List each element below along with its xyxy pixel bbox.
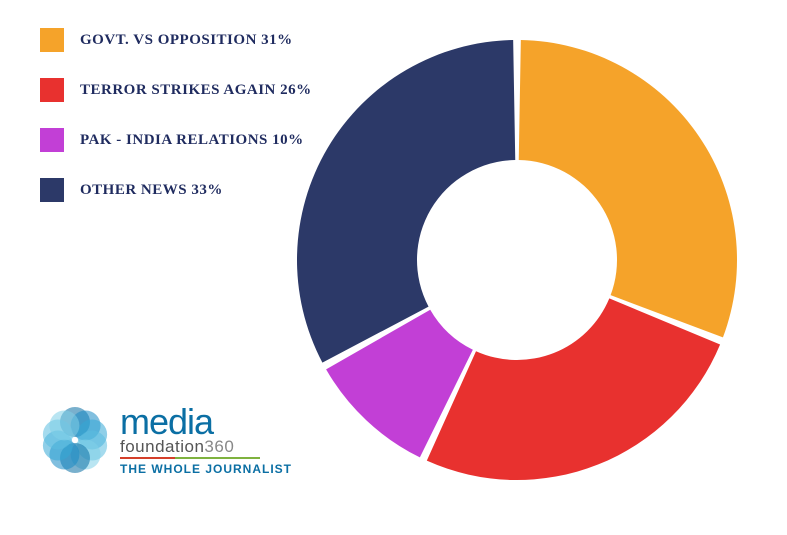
legend-swatch (40, 78, 64, 102)
legend-label: GOVT. VS OPPOSITION 31% (80, 32, 293, 49)
legend: GOVT. VS OPPOSITION 31% TERROR STRIKES A… (40, 28, 312, 228)
donut-slice (427, 298, 720, 480)
logo-mark-icon (40, 405, 110, 475)
legend-item: PAK - INDIA RELATIONS 10% (40, 128, 312, 152)
legend-swatch (40, 28, 64, 52)
logo-foundation-text: foundation (120, 437, 204, 456)
donut-slice (519, 40, 737, 337)
logo-word-foundation: foundation360 (120, 438, 292, 455)
legend-swatch (40, 128, 64, 152)
legend-item: OTHER NEWS 33% (40, 178, 312, 202)
logo-word-media: media (120, 404, 292, 440)
logo-foundation-num: 360 (204, 437, 234, 456)
logo-text: media foundation360 THE WHOLE JOURNALIST (120, 404, 292, 475)
legend-label: PAK - INDIA RELATIONS 10% (80, 132, 304, 149)
legend-swatch (40, 178, 64, 202)
donut-chart (287, 30, 747, 495)
legend-label: TERROR STRIKES AGAIN 26% (80, 82, 312, 99)
donut-slice (297, 40, 515, 363)
logo-tagline: THE WHOLE JOURNALIST (120, 463, 292, 475)
logo-underline (120, 457, 260, 459)
logo-petal-icon (49, 410, 79, 440)
legend-item: GOVT. VS OPPOSITION 31% (40, 28, 312, 52)
donut-svg (287, 30, 747, 490)
brand-logo: media foundation360 THE WHOLE JOURNALIST (40, 404, 292, 475)
legend-item: TERROR STRIKES AGAIN 26% (40, 78, 312, 102)
legend-label: OTHER NEWS 33% (80, 182, 223, 199)
